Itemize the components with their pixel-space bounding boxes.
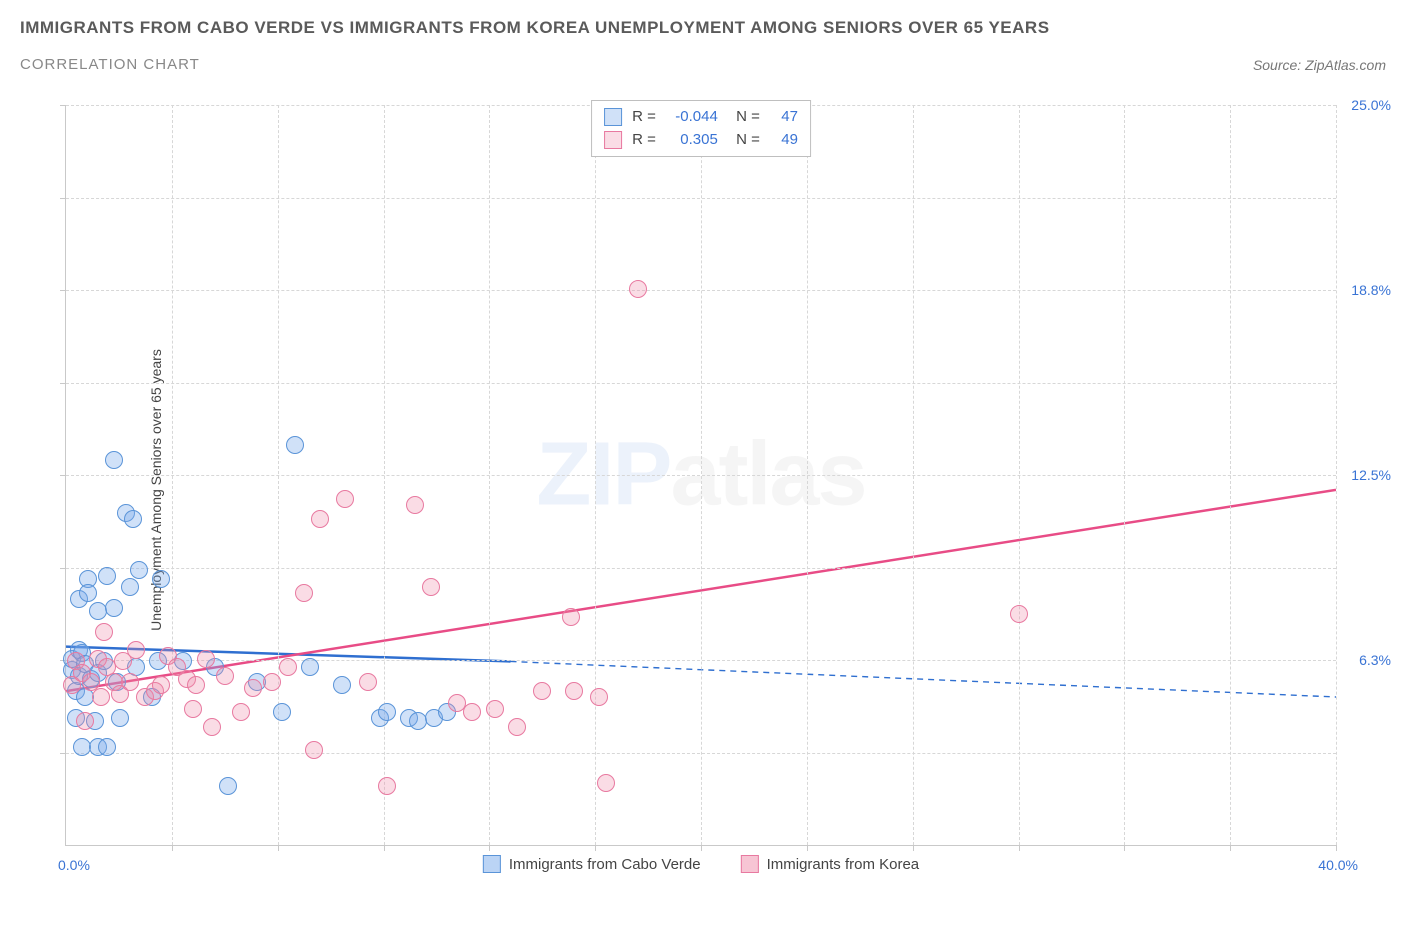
- legend-swatch: [604, 108, 622, 126]
- y-tick-label: 6.3%: [1359, 652, 1391, 668]
- gridline-v: [913, 105, 914, 845]
- data-point: [79, 584, 97, 602]
- data-point: [232, 703, 250, 721]
- data-point: [105, 451, 123, 469]
- data-point: [121, 673, 139, 691]
- y-tick-label: 12.5%: [1351, 467, 1391, 483]
- data-point: [311, 510, 329, 528]
- x-axis-min-label: 0.0%: [58, 857, 90, 873]
- stat-row: R = -0.044 N = 47: [604, 106, 798, 129]
- plot-area: ZIPatlas R =-0.044 N =47R =0.305 N =49 0…: [65, 105, 1336, 846]
- data-point: [597, 774, 615, 792]
- data-point: [486, 700, 504, 718]
- gridline-v: [278, 105, 279, 845]
- gridline-v: [1124, 105, 1125, 845]
- data-point: [244, 679, 262, 697]
- data-point: [152, 570, 170, 588]
- data-point: [406, 496, 424, 514]
- data-point: [378, 777, 396, 795]
- stat-r-label: R =: [632, 129, 656, 152]
- data-point: [219, 777, 237, 795]
- data-point: [333, 676, 351, 694]
- data-point: [295, 584, 313, 602]
- data-point: [121, 578, 139, 596]
- data-point: [629, 280, 647, 298]
- gridline-v: [701, 105, 702, 845]
- legend-label: Immigrants from Cabo Verde: [509, 856, 701, 873]
- data-point: [590, 688, 608, 706]
- data-point: [184, 700, 202, 718]
- data-point: [279, 658, 297, 676]
- data-point: [273, 703, 291, 721]
- stat-n-label: N =: [728, 129, 760, 152]
- legend-item: Immigrants from Korea: [741, 855, 920, 873]
- chart-container: Unemployment Among Seniors over 65 years…: [55, 105, 1375, 875]
- data-point: [533, 682, 551, 700]
- stat-r-value: -0.044: [666, 106, 718, 129]
- legend-swatch: [604, 131, 622, 149]
- data-point: [187, 676, 205, 694]
- series-legend: Immigrants from Cabo Verde Immigrants fro…: [483, 855, 919, 873]
- data-point: [124, 510, 142, 528]
- data-point: [336, 490, 354, 508]
- x-axis-max-label: 40.0%: [1318, 857, 1358, 873]
- data-point: [301, 658, 319, 676]
- data-point: [463, 703, 481, 721]
- correlation-stat-box: R = -0.044 N = 47 R = 0.305 N = 49: [591, 100, 811, 157]
- legend-swatch: [483, 855, 501, 873]
- data-point: [216, 667, 234, 685]
- gridline-v: [595, 105, 596, 845]
- data-point: [98, 567, 116, 585]
- gridline-v: [807, 105, 808, 845]
- stat-r-label: R =: [632, 106, 656, 129]
- data-point: [305, 741, 323, 759]
- stat-r-value: 0.305: [666, 129, 718, 152]
- data-point: [263, 673, 281, 691]
- data-point: [111, 709, 129, 727]
- data-point: [562, 608, 580, 626]
- gridline-v: [384, 105, 385, 845]
- data-point: [422, 578, 440, 596]
- gridline-v: [1336, 105, 1337, 845]
- data-point: [203, 718, 221, 736]
- data-point: [130, 561, 148, 579]
- stat-n-label: N =: [728, 106, 760, 129]
- data-point: [378, 703, 396, 721]
- gridline-v: [1019, 105, 1020, 845]
- data-point: [565, 682, 583, 700]
- data-point: [286, 436, 304, 454]
- stat-row: R = 0.305 N = 49: [604, 129, 798, 152]
- page-title: IMMIGRANTS FROM CABO VERDE VS IMMIGRANTS…: [20, 18, 1386, 38]
- gridline-v: [489, 105, 490, 845]
- legend-item: Immigrants from Cabo Verde: [483, 855, 701, 873]
- source-label: Source: ZipAtlas.com: [1253, 57, 1386, 73]
- data-point: [197, 650, 215, 668]
- data-point: [152, 676, 170, 694]
- legend-swatch: [741, 855, 759, 873]
- stat-n-value: 49: [770, 129, 798, 152]
- gridline-v: [1230, 105, 1231, 845]
- legend-label: Immigrants from Korea: [767, 856, 920, 873]
- stat-n-value: 47: [770, 106, 798, 129]
- y-tick-label: 18.8%: [1351, 282, 1391, 298]
- data-point: [95, 623, 113, 641]
- chart-subtitle: CORRELATION CHART: [20, 56, 200, 73]
- data-point: [105, 599, 123, 617]
- y-tick-label: 25.0%: [1351, 97, 1391, 113]
- data-point: [508, 718, 526, 736]
- data-point: [92, 688, 110, 706]
- data-point: [359, 673, 377, 691]
- data-point: [127, 641, 145, 659]
- data-point: [98, 738, 116, 756]
- data-point: [76, 712, 94, 730]
- data-point: [1010, 605, 1028, 623]
- gridline-v: [172, 105, 173, 845]
